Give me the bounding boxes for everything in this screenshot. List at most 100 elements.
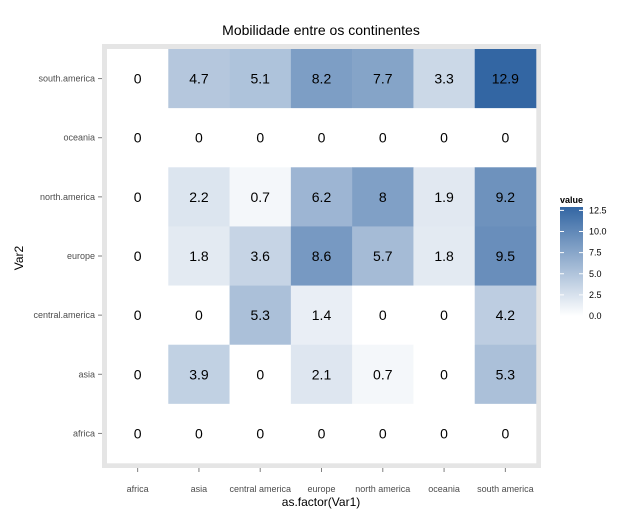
cell-label: 12.9 [492, 71, 519, 87]
y-tick-label: central.america [33, 310, 95, 320]
heatmap-cell [290, 403, 353, 464]
legend-tick-label: 7.5 [589, 248, 602, 258]
heatmap-cell [229, 49, 292, 109]
chart-title: Mobilidade entre os continentes [222, 22, 420, 38]
x-tick-label: north america [355, 484, 410, 494]
heatmap-cell [168, 49, 230, 109]
heatmap-cell [107, 49, 169, 109]
heatmap-cell [168, 285, 230, 346]
y-tick-label: europe [67, 251, 95, 261]
heatmap-cell [474, 167, 537, 227]
cell-label: 2.1 [312, 366, 332, 382]
x-tick-label: europe [307, 484, 335, 494]
x-tick-label: asia [191, 484, 208, 494]
cell-label: 0 [440, 366, 448, 382]
y-tick-label: oceania [63, 133, 95, 143]
cell-label: 0 [195, 307, 203, 323]
heatmap-cell [107, 108, 169, 168]
cell-label: 0 [195, 130, 203, 146]
cell-label: 0 [134, 366, 142, 382]
heatmap-cell [229, 403, 292, 464]
heatmap-cell [474, 108, 537, 168]
cell-label: 1.4 [312, 307, 332, 323]
heatmap-cell [413, 49, 476, 109]
cell-label: 5.3 [496, 366, 516, 382]
heatmap-cell [474, 285, 537, 346]
legend-tick-label: 5.0 [589, 269, 602, 279]
cell-label: 7.7 [373, 71, 393, 87]
y-tick-label: asia [78, 369, 95, 379]
cell-label: 9.2 [496, 189, 516, 205]
y-tick-label: north.america [40, 192, 95, 202]
heatmap-cell [290, 49, 353, 109]
heatmap-cell [290, 226, 353, 286]
cell-label: 0 [256, 130, 264, 146]
heatmap-cell [413, 344, 476, 405]
cell-label: 4.7 [189, 71, 209, 87]
heatmap-cell [107, 226, 169, 286]
heatmap-cell [229, 285, 292, 346]
cell-label: 0 [440, 130, 448, 146]
cell-label: 0 [318, 425, 326, 441]
cell-label: 1.8 [189, 248, 209, 264]
cell-label: 0.7 [250, 189, 270, 205]
heatmap-cell [290, 285, 353, 346]
cell-label: 0 [501, 130, 509, 146]
heatmap-cell [474, 344, 537, 405]
cell-label: 0 [134, 130, 142, 146]
heatmap-cell [352, 226, 414, 286]
heatmap-cell [352, 344, 414, 405]
cell-label: 5.3 [250, 307, 270, 323]
heatmap-cell [107, 285, 169, 346]
cell-label: 0 [379, 425, 387, 441]
cell-label: 0 [379, 307, 387, 323]
heatmap-cell [290, 344, 353, 405]
x-axis-title: as.factor(Var1) [282, 495, 360, 509]
heatmap-cell [413, 108, 476, 168]
y-tick-label: south.america [38, 74, 95, 84]
cell-label: 1.8 [434, 248, 454, 264]
cell-label: 6.2 [312, 189, 332, 205]
heatmap-cell [352, 108, 414, 168]
heatmap-cell [229, 108, 292, 168]
y-axis-title: Var2 [12, 245, 26, 270]
heatmap-cell [229, 167, 292, 227]
heatmap-cell [352, 167, 414, 227]
heatmap-cell [352, 403, 414, 464]
cell-label: 3.6 [250, 248, 270, 264]
cell-label: 4.2 [496, 307, 516, 323]
cell-label: 0 [440, 307, 448, 323]
legend-colorbar [560, 207, 583, 316]
heatmap-cell [413, 285, 476, 346]
cell-label: 8.6 [312, 248, 332, 264]
legend-tick-label: 2.5 [589, 290, 602, 300]
cell-label: 0.7 [373, 366, 393, 382]
cell-label: 9.5 [496, 248, 516, 264]
legend-tick-label: 0.0 [589, 311, 602, 321]
cell-label: 0 [256, 425, 264, 441]
x-tick-label: central america [229, 484, 291, 494]
cell-label: 1.9 [434, 189, 454, 205]
cell-label: 5.1 [250, 71, 270, 87]
heatmap-cell [168, 167, 230, 227]
color-legend: 12.5 10.0 7.5 5.0 2.5 0.0 [560, 205, 607, 321]
heatmap-cell [168, 108, 230, 168]
cell-label: 0 [501, 425, 509, 441]
heatmap-cell [352, 285, 414, 346]
cell-label: 0 [195, 425, 203, 441]
cell-label: 3.3 [434, 71, 454, 87]
heatmap-cell [168, 226, 230, 286]
plot-panel: 0 4.7 5.1 8.2 7.7 3.3 12.9 0 0 0 0 0 0 0 0 2.2 0.7 6.2 8 1.… [33, 44, 541, 494]
x-tick-label: africa [127, 484, 149, 494]
cell-label: 0 [134, 307, 142, 323]
cell-label: 8.2 [312, 71, 332, 87]
cell-label: 0 [134, 248, 142, 264]
heatmap-cell [352, 49, 414, 109]
heatmap-cell [168, 344, 230, 405]
cell-label: 0 [440, 425, 448, 441]
heatmap-cell [229, 226, 292, 286]
cell-label: 0 [134, 425, 142, 441]
x-tick-label: south america [477, 484, 534, 494]
cell-label: 0 [134, 189, 142, 205]
